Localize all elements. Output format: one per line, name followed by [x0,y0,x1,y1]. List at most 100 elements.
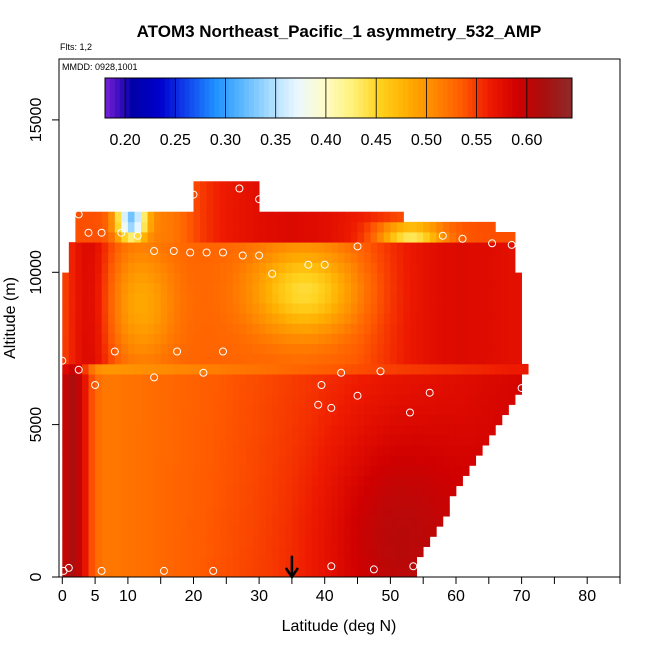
heatmap-cell [114,505,122,517]
heatmap-cell [508,394,516,405]
heatmap-cell [173,242,181,253]
heatmap-cell [81,272,89,284]
heatmap-cell [186,374,194,385]
heatmap-cell [436,475,444,487]
heatmap-cell [442,424,450,436]
heatmap-cell [226,232,234,243]
heatmap-cell [167,323,175,334]
heatmap-cell [482,374,490,385]
heatmap-cell [226,221,234,233]
heatmap-cell [403,424,411,436]
heatmap-cell [278,313,286,324]
heatmap-cell [193,526,201,537]
heatmap-cell [68,353,76,365]
heatmap-cell [272,526,280,537]
heatmap-cell [101,404,109,416]
heatmap-cell [259,475,267,487]
colorbar-swatch [457,78,464,118]
heatmap-cell [101,252,109,263]
heatmap-cell [108,516,116,527]
heatmap-cell [331,242,339,253]
heatmap-cell [311,475,319,487]
heatmap-cell [206,505,214,517]
heatmap-cell [95,232,103,243]
heatmap-cell [134,292,142,304]
heatmap-cell [213,505,221,517]
heatmap-cell [436,505,444,517]
heatmap-cell [114,282,122,294]
heatmap-cell [291,353,299,365]
heatmap-cell [167,434,175,446]
heatmap-cell [377,485,385,497]
profile-point [314,400,323,409]
profile-point [169,247,178,255]
heatmap-cell [416,526,424,537]
heatmap-cell [88,445,96,456]
heatmap-cell [344,485,352,497]
heatmap-cell [141,414,148,426]
heatmap-cell [160,292,168,304]
heatmap-cell [186,282,194,294]
heatmap-cell [442,384,450,395]
heatmap-cell [239,201,247,213]
heatmap-cell [344,323,352,334]
heatmap-cell [206,191,214,202]
heatmap-cell [403,475,411,487]
heatmap-cell [436,292,444,304]
heatmap-cell [370,363,378,375]
colorbar-swatch [537,78,543,118]
heatmap-cell [127,455,135,466]
heatmap-cell [206,343,214,355]
heatmap-cell [246,221,253,233]
heatmap-cell [410,262,417,273]
heatmap-cell [344,465,352,476]
heatmap-cell [416,516,424,527]
heatmap-cell [396,516,404,527]
flight-arrow [284,555,299,580]
heatmap-cell [68,455,76,466]
heatmap-cell [285,292,293,304]
heatmap-cell [75,292,83,304]
profile-point [317,381,326,389]
heatmap-cell [364,516,372,527]
heatmap-cell [475,424,483,436]
colorbar-swatch [254,78,260,118]
heatmap-cell [246,323,253,334]
heatmap-cell [232,516,240,527]
heatmap-cell [265,242,273,253]
heatmap-cell [114,313,122,324]
heatmap-cell [213,333,221,345]
heatmap-cell [350,363,358,375]
heatmap-cell [324,485,332,497]
heatmap-cell [108,313,116,324]
heatmap-cell [232,455,240,466]
heatmap-cell [357,262,365,273]
heatmap-cell [272,414,280,426]
heatmap-cell [396,424,404,436]
heatmap-cell [410,252,417,263]
heatmap-cell [219,374,227,385]
profile-point [425,388,434,397]
heatmap-cell [193,221,201,233]
heatmap-cell [278,333,286,345]
heatmap-cell [75,363,83,375]
colorbar-swatch [169,78,175,118]
heatmap-cell [390,303,398,314]
heatmap-cell [416,495,424,507]
heatmap-cell [108,526,116,537]
heatmap-cell [173,262,181,273]
heatmap-cell [455,343,463,355]
y-tick-label: 10000 [28,250,45,295]
heatmap-cell [383,475,391,487]
colorbar-swatch [348,78,354,118]
heatmap-cell [252,536,260,547]
heatmap-cell [501,252,509,263]
colorbar-swatch [333,78,339,118]
heatmap-cell [508,313,516,324]
heatmap-cell [193,485,201,497]
heatmap-cell [318,242,326,253]
heatmap-cell [108,536,116,547]
heatmap-cell [239,566,247,577]
heatmap-cell [449,232,457,243]
heatmap-cell [410,546,417,558]
